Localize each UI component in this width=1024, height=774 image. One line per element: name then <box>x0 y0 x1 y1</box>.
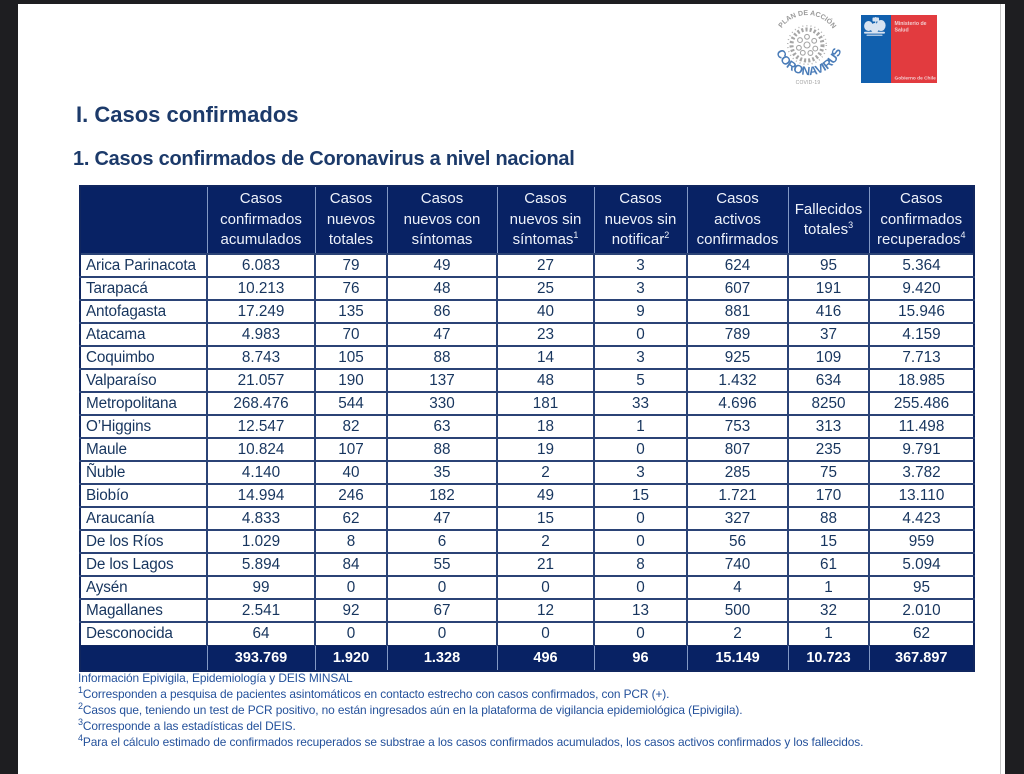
svg-text:Salud: Salud <box>895 28 909 34</box>
svg-text:PLAN DE ACCIÓN: PLAN DE ACCIÓN <box>778 10 837 30</box>
svg-text:COVID-19: COVID-19 <box>796 80 821 86</box>
svg-text:Gobierno de Chile: Gobierno de Chile <box>895 75 937 81</box>
svg-text:Ministerio de: Ministerio de <box>895 21 927 27</box>
